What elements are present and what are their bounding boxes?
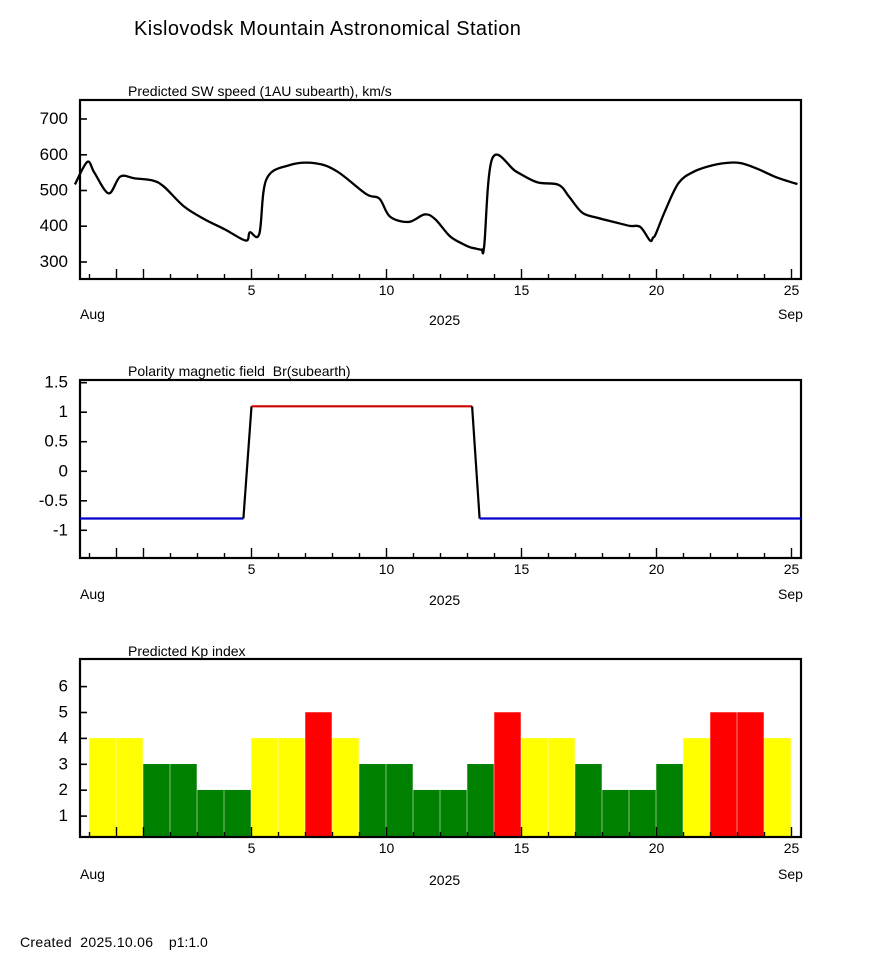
- svg-text:600: 600: [40, 145, 68, 164]
- svg-text:5: 5: [248, 282, 256, 298]
- svg-text:5: 5: [248, 840, 256, 856]
- svg-text:0.5: 0.5: [44, 432, 68, 451]
- svg-text:10: 10: [379, 282, 395, 298]
- svg-text:1: 1: [59, 402, 68, 421]
- svg-text:2: 2: [59, 780, 68, 799]
- svg-text:20: 20: [649, 840, 665, 856]
- svg-text:0: 0: [59, 461, 68, 480]
- svg-text:500: 500: [40, 181, 68, 200]
- svg-text:15: 15: [514, 282, 530, 298]
- svg-text:-0.5: -0.5: [39, 491, 68, 510]
- svg-text:400: 400: [40, 216, 68, 235]
- svg-text:15: 15: [514, 840, 530, 856]
- svg-text:20: 20: [649, 282, 665, 298]
- svg-text:25: 25: [784, 282, 800, 298]
- svg-text:6: 6: [59, 677, 68, 696]
- svg-text:5: 5: [59, 703, 68, 722]
- svg-text:300: 300: [40, 252, 68, 271]
- svg-text:4: 4: [59, 728, 68, 747]
- svg-text:1: 1: [59, 806, 68, 825]
- svg-text:700: 700: [40, 109, 68, 128]
- svg-text:25: 25: [784, 561, 800, 577]
- svg-text:1.5: 1.5: [44, 373, 68, 392]
- svg-text:10: 10: [379, 561, 395, 577]
- svg-text:25: 25: [784, 840, 800, 856]
- svg-text:15: 15: [514, 561, 530, 577]
- svg-text:20: 20: [649, 561, 665, 577]
- svg-text:-1: -1: [53, 520, 68, 539]
- svg-text:3: 3: [59, 754, 68, 773]
- svg-text:10: 10: [379, 840, 395, 856]
- svg-text:5: 5: [248, 561, 256, 577]
